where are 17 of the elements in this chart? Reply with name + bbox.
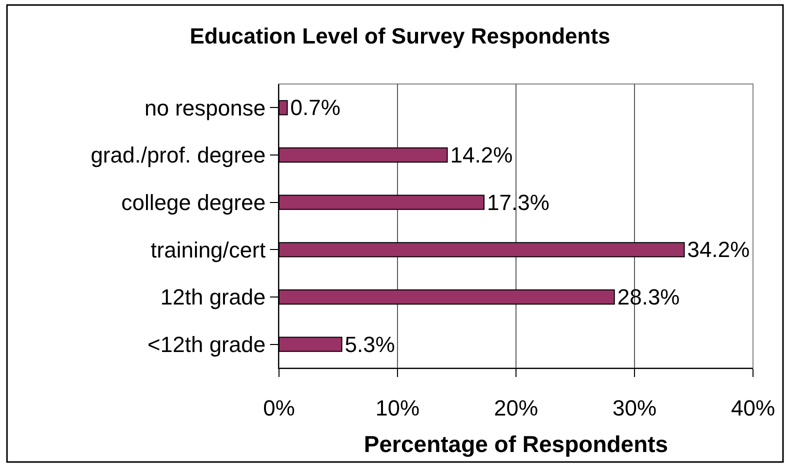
x-tick-label: 30% xyxy=(612,395,657,420)
data-label: 34.2% xyxy=(687,237,750,262)
x-tick-label: 40% xyxy=(730,395,776,420)
x-axis-title: Percentage of Respondents xyxy=(364,431,668,457)
y-tick-label: 12th grade xyxy=(160,284,266,310)
y-tick-label: grad./prof. degree xyxy=(90,142,266,168)
y-tick-label: <12th grade xyxy=(148,332,266,358)
data-label: 14.2% xyxy=(450,142,513,168)
y-tick-label: no response xyxy=(144,95,266,120)
x-tick-label: 0% xyxy=(263,395,295,420)
y-tick-label: training/cert xyxy=(150,237,266,262)
x-tick-label: 20% xyxy=(494,395,538,420)
data-label: 5.3% xyxy=(344,332,395,357)
chart-title: Education Level of Survey Respondents xyxy=(190,24,610,49)
y-tick-label: college degree xyxy=(121,190,266,216)
x-tick-label: 10% xyxy=(375,395,420,420)
data-label: 0.7% xyxy=(290,95,340,120)
